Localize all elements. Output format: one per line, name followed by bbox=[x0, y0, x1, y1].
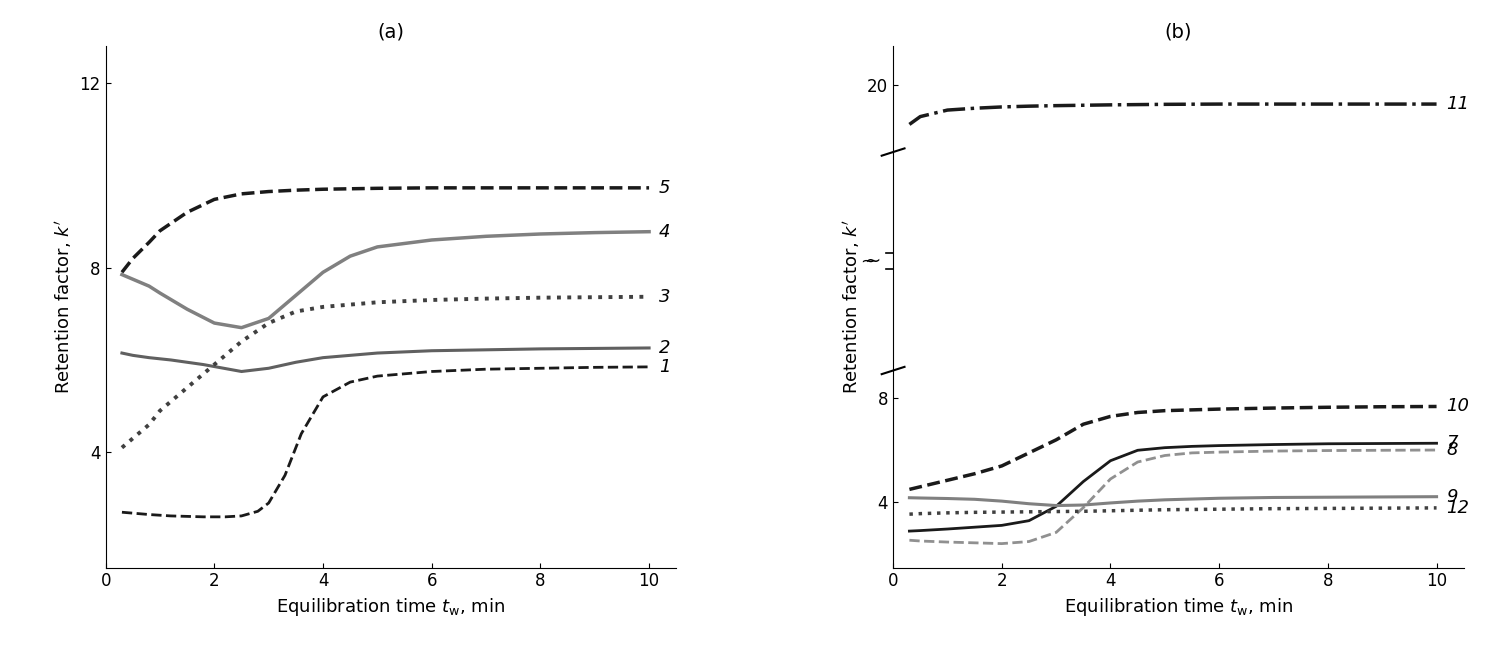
Bar bbox=[893, 150, 1464, 372]
X-axis label: Equilibration time $t_{\mathrm{w}}$, min: Equilibration time $t_{\mathrm{w}}$, min bbox=[1064, 596, 1293, 618]
Text: 11: 11 bbox=[1446, 95, 1470, 113]
Text: 10: 10 bbox=[1446, 397, 1470, 416]
Y-axis label: Retention factor, $k'$: Retention factor, $k'$ bbox=[53, 220, 74, 394]
Text: 9: 9 bbox=[1446, 488, 1458, 506]
Text: 1: 1 bbox=[659, 358, 670, 376]
Text: 12: 12 bbox=[1446, 499, 1470, 517]
Text: 5: 5 bbox=[659, 179, 670, 197]
Title: (a): (a) bbox=[377, 23, 404, 42]
Title: (b): (b) bbox=[1165, 23, 1192, 42]
Text: 8: 8 bbox=[1446, 441, 1458, 459]
Text: 2: 2 bbox=[659, 339, 670, 357]
Bar bbox=[893, 150, 1464, 372]
Text: ~: ~ bbox=[865, 251, 881, 271]
Y-axis label: Retention factor, $k'$: Retention factor, $k'$ bbox=[841, 220, 862, 394]
X-axis label: Equilibration time $t_{\mathrm{w}}$, min: Equilibration time $t_{\mathrm{w}}$, min bbox=[276, 596, 506, 618]
Text: 4: 4 bbox=[659, 222, 670, 241]
Text: ~: ~ bbox=[860, 252, 875, 271]
Text: 3: 3 bbox=[659, 288, 670, 306]
Text: 7: 7 bbox=[1446, 434, 1458, 452]
